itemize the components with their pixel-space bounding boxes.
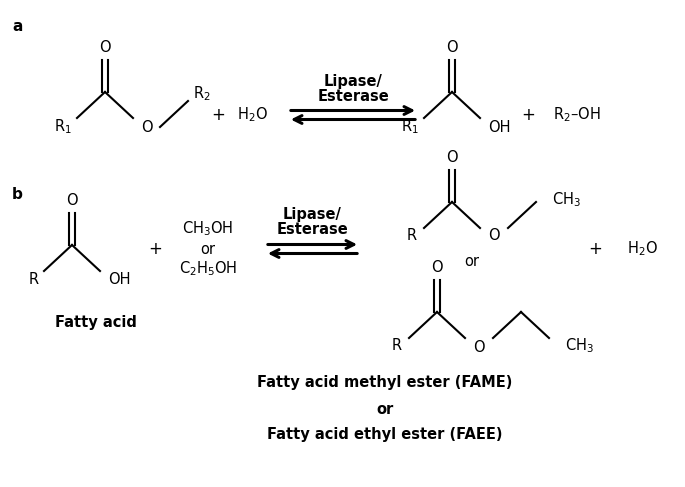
Text: or: or <box>201 242 216 257</box>
Text: +: + <box>588 240 602 258</box>
Text: Lipase/: Lipase/ <box>283 207 341 222</box>
Text: Esterase: Esterase <box>317 89 389 104</box>
Text: R$_2$–OH: R$_2$–OH <box>553 106 601 124</box>
Text: R: R <box>392 338 402 354</box>
Text: R$_1$: R$_1$ <box>401 118 419 136</box>
Text: R$_1$: R$_1$ <box>54 118 72 136</box>
Text: R: R <box>29 273 39 287</box>
Text: Fatty acid methyl ester (FAME): Fatty acid methyl ester (FAME) <box>258 375 512 390</box>
Text: C$_2$H$_5$OH: C$_2$H$_5$OH <box>179 260 237 279</box>
Text: R: R <box>407 228 417 244</box>
Text: Esterase: Esterase <box>276 222 348 237</box>
Text: O: O <box>446 40 458 55</box>
Text: R$_2$: R$_2$ <box>193 85 211 103</box>
Text: or: or <box>376 402 394 417</box>
Text: O: O <box>66 193 78 208</box>
Text: or: or <box>464 255 479 269</box>
Text: Fatty acid ethyl ester (FAEE): Fatty acid ethyl ester (FAEE) <box>267 427 503 442</box>
Text: O: O <box>473 339 485 355</box>
Text: a: a <box>12 19 23 34</box>
Text: O: O <box>446 150 458 165</box>
Text: Lipase/: Lipase/ <box>323 74 382 89</box>
Text: H$_2$O: H$_2$O <box>627 240 658 258</box>
Text: Fatty acid: Fatty acid <box>55 315 137 330</box>
Text: O: O <box>488 228 500 244</box>
Text: OH: OH <box>108 273 130 287</box>
Text: O: O <box>431 260 443 275</box>
Text: H$_2$O: H$_2$O <box>236 106 267 124</box>
Text: OH: OH <box>488 119 510 134</box>
Text: b: b <box>12 187 23 202</box>
Text: +: + <box>521 106 535 124</box>
Text: +: + <box>211 106 225 124</box>
Text: CH$_3$: CH$_3$ <box>552 190 581 209</box>
Text: O: O <box>141 119 153 134</box>
Text: CH$_3$OH: CH$_3$OH <box>182 220 234 238</box>
Text: O: O <box>99 40 111 55</box>
Text: +: + <box>148 240 162 258</box>
Text: CH$_3$: CH$_3$ <box>565 337 594 356</box>
